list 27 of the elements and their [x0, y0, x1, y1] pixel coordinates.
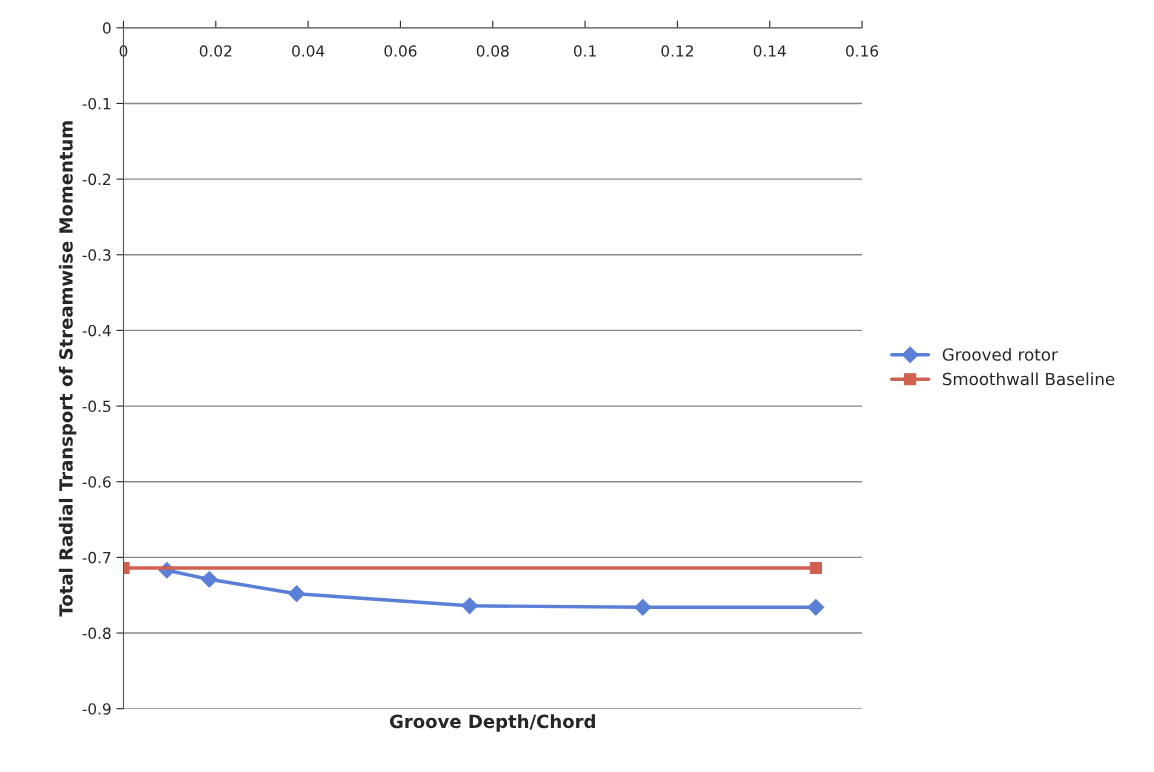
x-tick-label: 0.06 [384, 45, 417, 57]
point [807, 598, 825, 616]
x-tick-label: 0.02 [199, 45, 232, 57]
point [461, 597, 479, 615]
y-tick-label: -0.5 [82, 400, 111, 413]
x-axis-title: Groove Depth/Chord [389, 714, 595, 732]
y-tick-label: -0.1 [82, 97, 111, 110]
y-axis-title: Total Radial Transport of Streamwise Momentum [58, 121, 77, 617]
point [288, 585, 305, 603]
x-tick-label: 0.14 [753, 45, 786, 57]
y-tick-label: -0.4 [82, 324, 111, 337]
legend-label: Grooved rotor [942, 347, 1058, 361]
y-tick-label: -0.9 [82, 703, 111, 715]
y-tick-label: 0 [102, 22, 111, 34]
y-tick-label: -0.6 [82, 476, 111, 488]
y-tick-label: -0.3 [82, 249, 111, 261]
x-tick-label: 0.1 [573, 45, 596, 57]
x-tick-label: 0.16 [846, 45, 879, 57]
x-tick-label: 0.04 [292, 45, 325, 57]
point [200, 570, 218, 588]
point [634, 598, 652, 616]
y-tick-label: -0.2 [82, 173, 111, 186]
legend-label: Smoothwall Baseline [942, 372, 1115, 386]
x-tick-label: 0.08 [476, 45, 509, 57]
y-tick-label: -0.7 [82, 551, 111, 564]
y-tick-label: -0.8 [82, 627, 111, 640]
x-tick-label: 0.12 [661, 45, 693, 57]
